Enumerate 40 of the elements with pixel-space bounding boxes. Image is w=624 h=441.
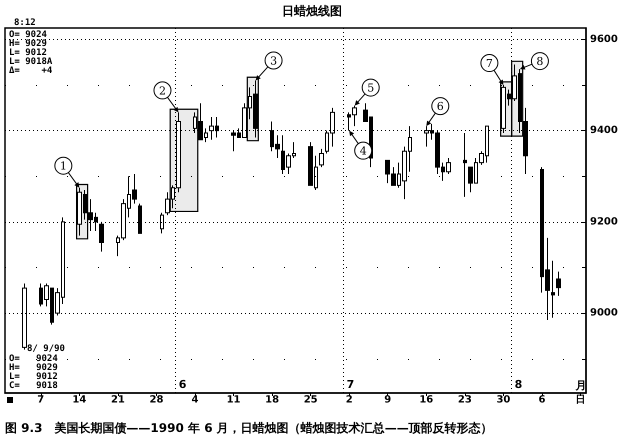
annotation: 6 — [436, 100, 444, 114]
annotation: 8 — [536, 55, 544, 68]
x-tick-label: 14 — [72, 394, 86, 406]
x-tick-label: 日 — [575, 394, 586, 406]
y-tick-label: 9200 — [590, 216, 618, 228]
x-tick-label: 16 — [419, 394, 434, 406]
x-tick-label: 6 — [538, 394, 546, 406]
candlestick — [556, 271, 561, 296]
annotation: O= 9024 H= 9029 L= 9012 C= 9018 — [9, 354, 58, 391]
x-tick-label: 18 — [265, 394, 280, 406]
annotation: 8/ 9/90 — [27, 344, 65, 354]
y-tick-label: 9600 — [590, 34, 618, 45]
annotation: O= 9024 H= 9029 L= 9012 L= 9018A Δ= +4 — [9, 30, 52, 76]
annotation: 1 — [60, 160, 67, 173]
annotation: 3 — [270, 54, 278, 68]
annotation: 6 — [178, 378, 186, 391]
x-tick-label: 11 — [226, 394, 241, 406]
candlestick — [463, 132, 467, 198]
y-tick-label: 9000 — [590, 308, 618, 319]
annotation: 7 — [486, 57, 493, 70]
annotation: 4 — [360, 144, 367, 158]
x-tick-label: 30 — [496, 394, 510, 406]
x-tick-label: 2 — [346, 394, 353, 406]
x-tick-label: 21 — [110, 394, 125, 406]
candlestick — [319, 148, 324, 168]
annotation: 月 — [575, 378, 586, 393]
x-tick-label: 25 — [304, 394, 318, 406]
x-tick-label: 28 — [149, 394, 164, 406]
x-tick-label: 4 — [192, 394, 199, 406]
annotation: 5 — [367, 82, 374, 95]
y-tick-label: 9400 — [590, 125, 618, 136]
chart-title: 日蜡烛线图 — [282, 4, 342, 18]
x-tick-label: 23 — [458, 394, 472, 406]
x-tick-label: 7 — [37, 394, 44, 406]
annotation: 8 — [514, 378, 522, 391]
annotation: 2 — [158, 84, 166, 98]
annotation: 8:12 — [14, 18, 36, 28]
caption: 图 9.3 美国长期国债——1990 年 6 月，日蜡烛图（蜡烛图技术汇总——顶部反转形态） — [5, 420, 493, 437]
x-tick-label: 9 — [384, 394, 392, 406]
annotation: 7 — [346, 378, 354, 391]
